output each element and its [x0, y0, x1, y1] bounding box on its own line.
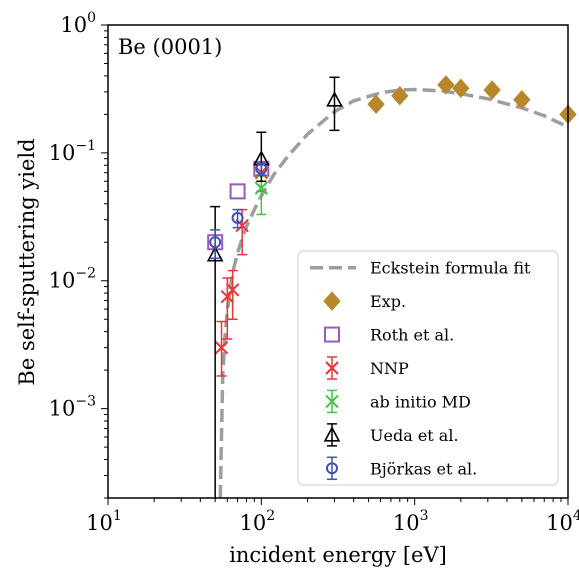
chart-annotation: Be (0001): [118, 35, 222, 59]
cross-stroke: [254, 181, 269, 195]
legend-handle-roth-et-al: [324, 326, 340, 343]
ueda-et-al-point: [326, 91, 343, 107]
ueda-et-al-point: [206, 245, 224, 262]
nnp-point: [214, 340, 229, 355]
cross-stroke: [325, 394, 339, 409]
series-exp: [367, 75, 577, 125]
exp-point: [437, 75, 455, 95]
x-tick-label: 104: [546, 508, 579, 535]
legend-label-exp: Exp.: [370, 292, 406, 311]
x-tick-label: 102: [240, 508, 276, 535]
legend-handle-exp: [323, 291, 341, 311]
x-axis-label: incident energy [eV]: [229, 543, 447, 567]
legend-handle-ueda-et-al: [323, 426, 341, 442]
cross-stroke: [214, 340, 229, 355]
x-tick-label: 101: [86, 508, 122, 535]
x-tick-label: 103: [393, 508, 429, 535]
cross-stroke: [225, 283, 240, 297]
legend-handle-nnp: [325, 361, 339, 375]
exp-point: [452, 78, 470, 99]
y-tick-label: 100: [60, 10, 96, 37]
cross-stroke: [325, 361, 339, 375]
exp-point: [513, 90, 531, 110]
legend-handle-bj-rkas-et-al: [326, 462, 338, 475]
y-tick-label: 10−2: [49, 266, 96, 293]
legend-handle-ab-initio-md: [325, 394, 339, 409]
cross-stroke: [220, 290, 235, 304]
cross-stroke: [235, 218, 249, 233]
bj-rkas-et-al-point: [231, 211, 244, 224]
exp-point: [367, 94, 385, 115]
legend-label-ab-initio-md: ab initio MD: [370, 392, 471, 411]
legend-label-eckstein-formula-fit: Eckstein formula fit: [370, 259, 531, 278]
y-axis-label: Be self-sputtering yield: [15, 138, 39, 385]
axis-ticks: 101 102 103 104 10−3 10−2 10−1 100: [49, 10, 579, 535]
y-tick-label: 10−1: [49, 138, 96, 165]
exp-point: [391, 85, 409, 106]
bj-rkas-et-al-point: [255, 162, 268, 175]
legend-label-ueda-et-al: Ueda et al.: [370, 426, 459, 445]
y-tick-label: 10−3: [49, 394, 96, 421]
nnp-point: [220, 290, 235, 304]
plot-frame: [107, 24, 569, 499]
ab-initio-md-point: [254, 181, 269, 195]
exp-point: [483, 80, 501, 100]
roth-et-al-point: [229, 183, 246, 200]
legend-box: [297, 250, 559, 486]
legend: Eckstein formula fit Exp. Roth et al. NNP ab…: [297, 250, 559, 486]
nnp-point: [225, 283, 240, 297]
plot-marks: [206, 75, 577, 499]
bj-rkas-et-al-point: [209, 236, 222, 249]
series-bj-rkas-et-al: [209, 162, 268, 259]
legend-label-roth-et-al: Roth et al.: [370, 326, 454, 345]
legend-label-nnp: NNP: [370, 359, 409, 378]
legend-label-bj-rkas-et-al: Björkas et al.: [370, 459, 477, 478]
series-ab-initio-md: [254, 175, 269, 216]
